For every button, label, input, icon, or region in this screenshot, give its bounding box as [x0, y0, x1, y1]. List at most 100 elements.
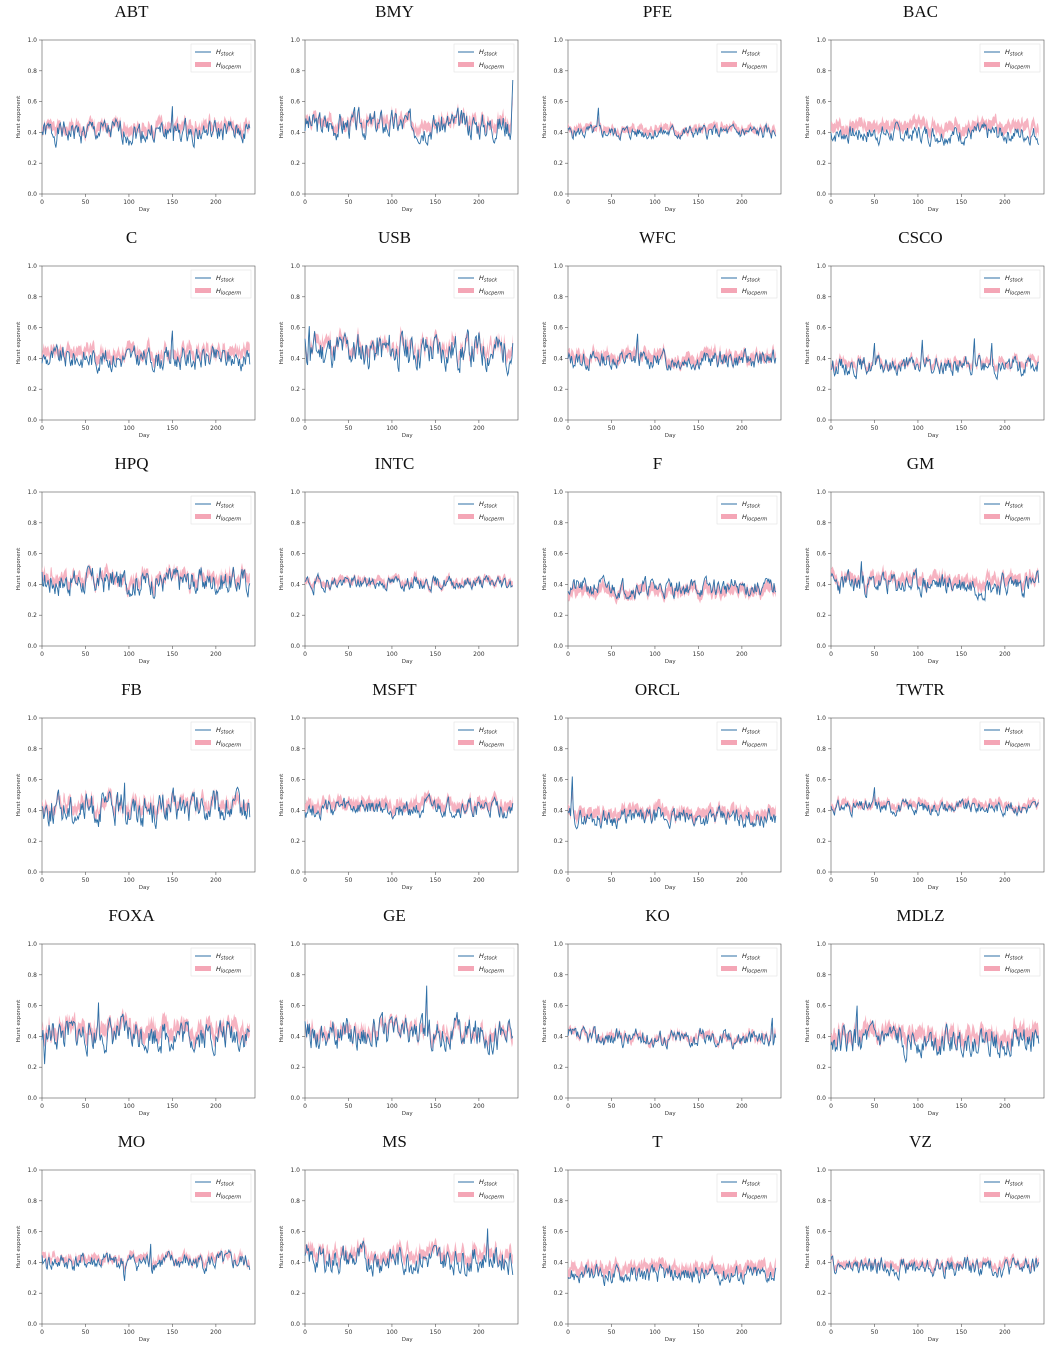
y-axis-label: Hurst exponent — [16, 321, 22, 364]
y-axis-label: Hurst exponent — [279, 321, 285, 364]
y-axis-label: Hurst exponent — [805, 773, 811, 816]
legend-locperm-label: Hlocperm — [742, 287, 767, 297]
chart-plot: 0.0 0.2 0.4 0.6 0.8 1.0 0 50 100 150 200 Day Hurst e… — [279, 1167, 519, 1343]
x-tick-label: 200 — [736, 199, 748, 206]
legend: Hstock Hlocperm — [190, 495, 252, 525]
y-tick-label: 0.0 — [27, 1095, 37, 1102]
y-tick-label: 0.6 — [553, 1229, 563, 1236]
x-tick-label: 0 — [40, 199, 44, 206]
series-locperm-band — [305, 1000, 513, 1052]
x-tick-label: 150 — [693, 199, 705, 206]
y-tick-label: 0.0 — [290, 1321, 300, 1328]
x-axis-label: Day — [139, 885, 151, 891]
legend-stock-label: Hstock — [216, 48, 235, 58]
x-axis-label: Day — [402, 207, 414, 213]
chart-panel-foxa: FOXA 0.0 0.2 0.4 0.6 0.8 1.0 0 50 100 150 200 Day Hur… — [0, 904, 263, 1130]
chart-title: FOXA — [108, 906, 155, 925]
x-tick-label: 50 — [871, 877, 879, 884]
y-tick-label: 0.8 — [816, 1198, 826, 1205]
y-tick-label: 0.8 — [816, 68, 826, 75]
y-tick-label: 0.2 — [27, 160, 37, 167]
chart-plot: 0.0 0.2 0.4 0.6 0.8 1.0 0 50 100 150 200 Day Hurst e… — [805, 263, 1045, 439]
x-tick-label: 150 — [167, 199, 179, 206]
x-axis-label: Day — [928, 1111, 940, 1117]
y-tick-label: 1.0 — [816, 263, 826, 270]
chart-panel-f: F 0.0 0.2 0.4 0.6 0.8 1.0 0 50 100 150 200 Day Hurst … — [526, 452, 789, 678]
legend-stock-label: Hstock — [216, 1178, 235, 1188]
x-tick-label: 0 — [303, 877, 307, 884]
series-locperm-band — [42, 785, 250, 822]
chart-title: GM — [906, 454, 935, 473]
x-tick-label: 150 — [167, 877, 179, 884]
x-tick-label: 100 — [386, 1103, 398, 1110]
plot-frame — [41, 1169, 256, 1325]
series-locperm-band — [568, 116, 776, 140]
chart-title: HPQ — [114, 454, 149, 473]
x-tick-label: 0 — [40, 425, 44, 432]
y-tick-label: 0.2 — [816, 838, 826, 845]
chart-panel-fb: FB 0.0 0.2 0.4 0.6 0.8 1.0 0 50 100 150 200 Day Hurst… — [0, 678, 263, 904]
y-tick-label: 0.6 — [816, 325, 826, 332]
plot-frame — [830, 717, 1045, 873]
y-tick-label: 1.0 — [816, 489, 826, 496]
legend-locperm-label: Hlocperm — [742, 61, 767, 71]
y-axis-label: Hurst exponent — [279, 95, 285, 138]
y-axis-label: Hurst exponent — [16, 95, 22, 138]
x-tick-label: 150 — [430, 1329, 442, 1336]
chart-plot: 0.0 0.2 0.4 0.6 0.8 1.0 0 50 100 150 200 Day Hurst e… — [279, 37, 519, 213]
y-tick-label: 0.0 — [290, 643, 300, 650]
x-tick-label: 100 — [386, 199, 398, 206]
y-tick-label: 0.8 — [290, 746, 300, 753]
x-tick-label: 200 — [736, 1329, 748, 1336]
x-axis-label: Day — [665, 885, 677, 891]
chart-panel-mo: MO 0.0 0.2 0.4 0.6 0.8 1.0 0 50 100 150 200 Day Hurst… — [0, 1130, 263, 1356]
x-tick-label: 150 — [430, 199, 442, 206]
x-tick-label: 0 — [566, 425, 570, 432]
legend: Hstock Hlocperm — [190, 721, 252, 751]
y-axis-label: Hurst exponent — [16, 1225, 22, 1268]
y-tick-label: 0.8 — [553, 68, 563, 75]
series-stock-line — [567, 107, 777, 142]
legend-locperm-label: Hlocperm — [742, 513, 767, 523]
legend-stock-label: Hstock — [742, 48, 761, 58]
chart-panel-pfe: PFE 0.0 0.2 0.4 0.6 0.8 1.0 0 50 100 150 200 Day Hurs… — [526, 0, 789, 226]
y-tick-label: 0.2 — [553, 612, 563, 619]
x-tick-label: 0 — [303, 651, 307, 658]
series-stock-line — [304, 572, 514, 596]
x-tick-label: 150 — [693, 1103, 705, 1110]
legend-locperm-label: Hlocperm — [742, 739, 767, 749]
y-tick-label: 0.2 — [553, 838, 563, 845]
y-tick-label: 1.0 — [816, 1167, 826, 1174]
y-tick-label: 0.6 — [290, 551, 300, 558]
legend-locperm-label: Hlocperm — [742, 965, 767, 975]
y-tick-label: 0.4 — [290, 1259, 300, 1266]
legend-locperm-swatch — [458, 288, 474, 293]
y-axis-label: Hurst exponent — [805, 95, 811, 138]
plot-frame — [41, 39, 256, 195]
series-locperm-band — [831, 345, 1039, 376]
legend: Hstock Hlocperm — [453, 269, 515, 299]
y-axis-label: Hurst exponent — [279, 547, 285, 590]
series-locperm-band — [305, 325, 513, 371]
series-stock-line — [304, 326, 514, 377]
x-tick-label: 50 — [345, 1103, 353, 1110]
y-tick-label: 0.4 — [816, 807, 826, 814]
y-tick-label: 0.4 — [290, 129, 300, 136]
y-tick-label: 0.4 — [553, 1259, 563, 1266]
y-tick-label: 0.8 — [816, 746, 826, 753]
x-tick-label: 50 — [345, 877, 353, 884]
series-stock-line — [830, 121, 1040, 148]
y-tick-label: 0.2 — [27, 612, 37, 619]
x-tick-label: 50 — [608, 877, 616, 884]
y-tick-label: 0.6 — [816, 777, 826, 784]
y-tick-label: 0.8 — [553, 520, 563, 527]
y-tick-label: 0.4 — [290, 355, 300, 362]
series-locperm-band — [568, 577, 776, 605]
y-tick-label: 0.4 — [27, 1033, 37, 1040]
y-tick-label: 0.4 — [27, 129, 37, 136]
chart-title: ABT — [114, 2, 149, 21]
series-stock-line — [41, 565, 251, 600]
x-axis-label: Day — [402, 659, 414, 665]
y-tick-label: 0.4 — [553, 1033, 563, 1040]
x-tick-label: 0 — [40, 1329, 44, 1336]
